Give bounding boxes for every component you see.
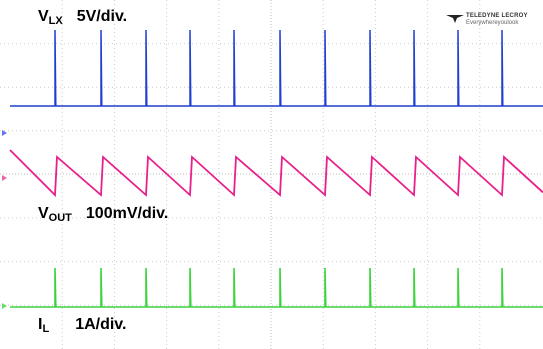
logo-tagline: Everywhereyoulook (466, 20, 519, 26)
symbol: V (38, 8, 49, 25)
trace-il (10, 267, 543, 308)
logo: TELEDYNE LECROY Everywhereyoulook (446, 13, 528, 27)
scale: 5V/div. (76, 8, 128, 25)
subscript: OUT (48, 212, 72, 224)
label-vout: VOUT 100mV/div. (38, 205, 168, 224)
channel-markers (2, 130, 7, 309)
label-vlx: VLX 5V/div. (38, 8, 127, 27)
subscript: L (42, 323, 50, 335)
scale: 1A/div. (75, 316, 127, 333)
symbol: V (38, 205, 49, 222)
subscript: LX (48, 15, 63, 27)
label-il: IL 1A/div. (38, 316, 126, 335)
scale: 100mV/div. (85, 205, 169, 222)
trace-vlx (10, 29, 543, 107)
symbol: I (38, 316, 43, 333)
logo-icon (446, 15, 464, 23)
trace-vout (9, 149, 543, 198)
logo-brand: TELEDYNE LECROY (466, 13, 528, 19)
